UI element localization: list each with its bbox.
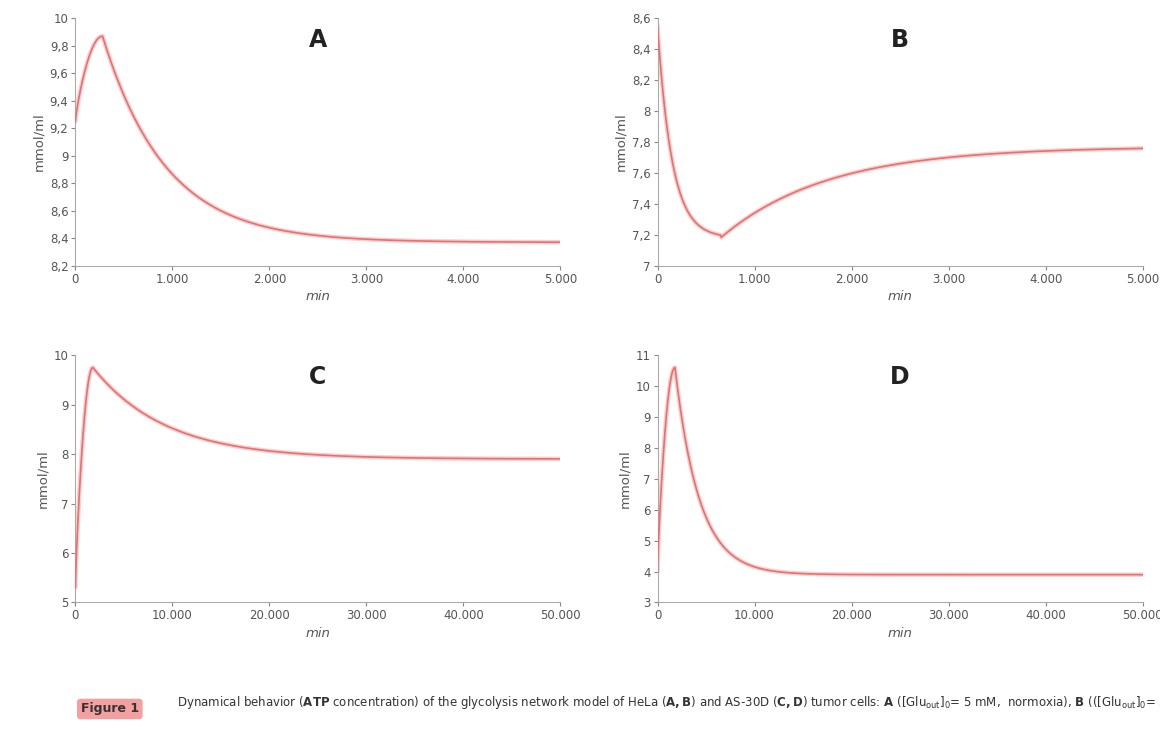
Text: C: C [310,365,327,389]
Y-axis label: mmol/ml: mmol/ml [32,112,45,172]
Y-axis label: mmol/ml: mmol/ml [615,112,628,172]
X-axis label: min: min [305,290,331,303]
Text: A: A [309,28,327,52]
Y-axis label: mmol/ml: mmol/ml [618,449,631,508]
Y-axis label: mmol/ml: mmol/ml [36,449,50,508]
Text: B: B [891,28,909,52]
Text: Dynamical behavior ($\bf{ATP}$ concentration) of the glycolysis network model of: Dynamical behavior ($\bf{ATP}$ concentra… [176,694,1160,711]
X-axis label: min: min [887,627,913,639]
Text: D: D [890,365,909,389]
Text: Figure 1: Figure 1 [81,702,139,716]
X-axis label: min: min [305,627,331,639]
X-axis label: min: min [887,290,913,303]
